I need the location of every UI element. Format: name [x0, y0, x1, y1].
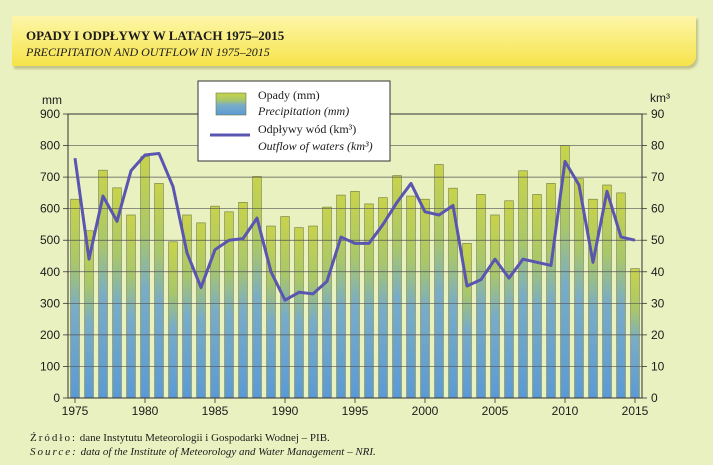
bar-1989 — [266, 225, 276, 399]
left-tick-label-400: 400 — [40, 265, 60, 279]
source-lead-en: Source: — [30, 446, 78, 458]
bar-2011 — [574, 178, 584, 399]
bar-2004 — [476, 194, 486, 399]
bar-1984 — [196, 222, 206, 399]
right-tick-label-30: 30 — [651, 296, 665, 310]
right-tick-label-10: 10 — [651, 359, 665, 373]
bar-2000 — [420, 198, 430, 399]
bar-2007 — [518, 170, 528, 399]
right-tick-label-0: 0 — [651, 391, 658, 405]
legend-bar-swatch — [215, 92, 247, 116]
left-tick-label-800: 800 — [40, 139, 60, 153]
legend-bar-label-pl: Opady (mm) — [258, 88, 320, 102]
outflow-line — [73, 151, 636, 302]
x-tick-label-2015: 2015 — [622, 404, 649, 418]
bar-2008 — [532, 194, 542, 399]
bar-1992 — [308, 225, 318, 399]
bar-1993 — [322, 206, 332, 399]
bar-2013 — [602, 184, 612, 399]
x-tick-label-1980: 1980 — [132, 404, 159, 418]
chart-title: OPADY I ODPŁYWY W LATACH 1975–2015 — [26, 28, 285, 43]
left-tick-label-600: 600 — [40, 202, 60, 216]
left-tick-label-500: 500 — [40, 233, 60, 247]
bar-2005 — [490, 214, 500, 399]
left-tick-label-0: 0 — [53, 391, 60, 405]
bar-1994 — [336, 194, 346, 399]
bar-1995 — [350, 191, 360, 399]
x-tick-label-1990: 1990 — [272, 404, 299, 418]
left-tick-label-200: 200 — [40, 328, 60, 342]
x-tick-label-2005: 2005 — [482, 404, 509, 418]
bar-1999 — [406, 195, 416, 399]
left-tick-label-900: 900 — [40, 107, 60, 121]
x-tick-label-1995: 1995 — [342, 404, 369, 418]
x-tick-label-1975: 1975 — [62, 404, 89, 418]
bar-2009 — [546, 183, 556, 399]
bar-2006 — [504, 200, 514, 399]
right-tick-label-20: 20 — [651, 328, 665, 342]
bar-1991 — [294, 227, 304, 399]
chart-subtitle: PRECIPITATION AND OUTFLOW IN 1975–2015 — [26, 45, 270, 59]
bar-1981 — [154, 183, 164, 399]
bar-2015 — [630, 268, 640, 399]
right-tick-label-40: 40 — [651, 265, 665, 279]
bar-1975 — [70, 198, 80, 399]
legend-line-label-pl: Odpływy wód (km³) — [258, 122, 356, 136]
source-text-en: data of the Institute of Meteorology and… — [77, 446, 376, 458]
x-tick-label-2000: 2000 — [412, 404, 439, 418]
title-banner: OPADY I ODPŁYWY W LATACH 1975–2015 PRECI… — [12, 16, 696, 66]
bar-1985 — [210, 205, 220, 399]
bar-2001 — [434, 164, 444, 399]
legend-bar-label-en: Precipitation (mm) — [257, 104, 349, 118]
left-tick-label-700: 700 — [40, 170, 60, 184]
right-tick-label-90: 90 — [651, 107, 665, 121]
bar-2012 — [588, 198, 598, 399]
right-tick-label-80: 80 — [651, 139, 665, 153]
source-line-en: Source: data of the Institute of Meteoro… — [30, 446, 376, 458]
bar-1996 — [364, 203, 374, 399]
bar-1988 — [252, 176, 262, 399]
left-axis-label: mm — [42, 93, 62, 107]
left-tick-label-100: 100 — [40, 359, 60, 373]
legend-line-label-en: Outflow of waters (km³) — [258, 139, 373, 153]
left-tick-label-300: 300 — [40, 296, 60, 310]
right-axis-label: km³ — [650, 91, 670, 105]
bar-1980 — [140, 156, 150, 399]
right-tick-label-50: 50 — [651, 233, 665, 247]
source-text-pl: dane Instytutu Meteorologii i Gospodarki… — [77, 432, 330, 444]
source-lead-pl: Źródło: — [30, 432, 77, 444]
right-tick-label-70: 70 — [651, 170, 665, 184]
bar-1982 — [168, 241, 178, 399]
source-line-pl: Źródło: dane Instytutu Meteorologii i Go… — [30, 432, 330, 444]
right-tick-label-60: 60 — [651, 202, 665, 216]
x-tick-label-1985: 1985 — [202, 404, 229, 418]
x-tick-label-2010: 2010 — [552, 404, 579, 418]
bar-1990 — [280, 216, 290, 399]
bar-1979 — [126, 214, 136, 399]
